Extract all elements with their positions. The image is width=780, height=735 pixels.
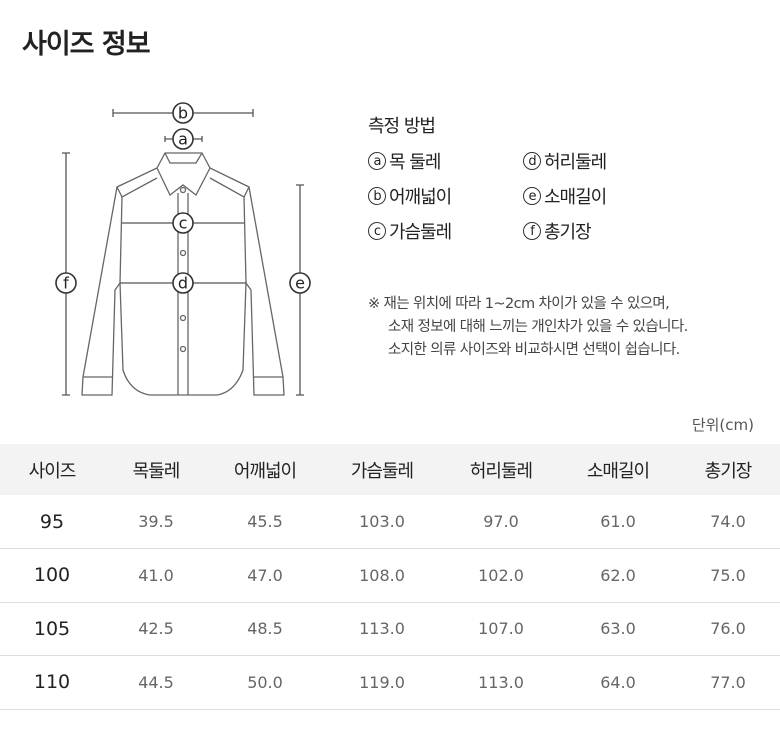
note-line: 소지한 의류 사이즈와 비교하시면 선택이 쉽습니다. xyxy=(388,342,680,358)
measurement-cell: 107.0 xyxy=(442,602,560,656)
note-line: 소재 정보에 대해 느끼는 개인차가 있을 수 있습니다. xyxy=(388,319,688,335)
measurement-cell: 44.5 xyxy=(104,655,208,710)
measurement-cell: 39.5 xyxy=(104,495,208,549)
method-label: 허리둘레 xyxy=(544,152,607,173)
measurement-cell: 50.0 xyxy=(208,655,322,710)
measurement-cell: 119.0 xyxy=(322,655,442,710)
column-header: 목둘레 xyxy=(104,444,208,495)
measurement-cell: 77.0 xyxy=(676,655,780,710)
method-label: 소매길이 xyxy=(544,187,607,208)
measurement-cell: 61.0 xyxy=(560,495,676,549)
svg-text:d: d xyxy=(178,274,188,293)
method-label: 가슴둘레 xyxy=(389,222,452,243)
measurement-cell: 42.5 xyxy=(104,602,208,656)
size-table: 사이즈 목둘레 어깨넓이 가슴둘레 허리둘레 소매길이 총기장 95 39.5 45… xyxy=(0,444,780,710)
label-f-marker: f xyxy=(55,272,77,294)
method-label: 총기장 xyxy=(544,222,592,243)
method-label: 목 둘레 xyxy=(389,152,441,173)
svg-text:b: b xyxy=(178,104,188,123)
column-header: 어깨넓이 xyxy=(208,444,322,495)
measurement-cell: 113.0 xyxy=(442,655,560,710)
measurement-cell: 63.0 xyxy=(560,602,676,656)
letter-f-icon: f xyxy=(523,222,541,240)
size-cell: 105 xyxy=(0,602,104,656)
label-e-marker: e xyxy=(289,272,311,294)
measurement-note: ※ 재는 위치에 따라 1~2cm 차이가 있을 수 있으며, 소재 정보에 대… xyxy=(368,293,688,362)
size-cell: 110 xyxy=(0,655,104,710)
measurement-cell: 97.0 xyxy=(442,495,560,549)
method-item-b: b 어깨넓이 xyxy=(368,183,523,209)
letter-c-icon: c xyxy=(368,222,386,240)
measurement-cell: 75.0 xyxy=(676,548,780,603)
method-item-d: d 허리둘레 xyxy=(523,148,643,174)
measurement-cell: 64.0 xyxy=(560,655,676,710)
measurement-cell: 62.0 xyxy=(560,548,676,603)
column-header: 허리둘레 xyxy=(442,444,560,495)
letter-e-icon: e xyxy=(523,187,541,205)
measurement-cell: 76.0 xyxy=(676,602,780,656)
label-a-marker: a xyxy=(172,128,194,150)
letter-d-icon: d xyxy=(523,152,541,170)
column-header: 소매길이 xyxy=(560,444,676,495)
page-title: 사이즈 정보 xyxy=(22,29,151,60)
method-item-f: f 총기장 xyxy=(523,218,643,244)
table-row: 105 42.5 48.5 113.0 107.0 63.0 76.0 xyxy=(0,602,780,656)
shirt-measurement-diagram: b a c d f e xyxy=(55,102,311,396)
column-header: 가슴둘레 xyxy=(322,444,442,495)
unit-label: 단위(cm) xyxy=(691,416,754,434)
size-cell: 100 xyxy=(0,548,104,603)
column-header: 총기장 xyxy=(676,444,780,495)
measurement-cell: 108.0 xyxy=(322,548,442,603)
measurement-cell: 103.0 xyxy=(322,495,442,549)
label-b-marker: b xyxy=(172,102,194,124)
letter-a-icon: a xyxy=(368,152,386,170)
method-heading: 측정 방법 xyxy=(368,116,436,137)
table-row: 100 41.0 47.0 108.0 102.0 62.0 75.0 xyxy=(0,548,780,603)
note-line: ※ 재는 위치에 따라 1~2cm 차이가 있을 수 있으며, xyxy=(368,296,670,312)
measurement-cell: 74.0 xyxy=(676,495,780,549)
table-row: 110 44.5 50.0 119.0 113.0 64.0 77.0 xyxy=(0,655,780,710)
svg-text:c: c xyxy=(179,214,188,233)
table-header-row: 사이즈 목둘레 어깨넓이 가슴둘레 허리둘레 소매길이 총기장 xyxy=(0,444,780,495)
svg-text:e: e xyxy=(295,274,305,293)
method-item-e: e 소매길이 xyxy=(523,183,643,209)
label-c-marker: c xyxy=(172,212,194,234)
column-header: 사이즈 xyxy=(0,444,104,495)
measurement-cell: 47.0 xyxy=(208,548,322,603)
method-label: 어깨넓이 xyxy=(389,187,452,208)
method-item-c: c 가슴둘레 xyxy=(368,218,523,244)
measurement-cell: 102.0 xyxy=(442,548,560,603)
table-row: 95 39.5 45.5 103.0 97.0 61.0 74.0 xyxy=(0,495,780,549)
svg-text:f: f xyxy=(63,274,69,293)
measurement-cell: 48.5 xyxy=(208,602,322,656)
label-d-marker: d xyxy=(172,272,194,294)
measurement-cell: 113.0 xyxy=(322,602,442,656)
measurement-cell: 41.0 xyxy=(104,548,208,603)
svg-text:a: a xyxy=(178,130,188,149)
measurement-cell: 45.5 xyxy=(208,495,322,549)
letter-b-icon: b xyxy=(368,187,386,205)
size-cell: 95 xyxy=(0,495,104,549)
